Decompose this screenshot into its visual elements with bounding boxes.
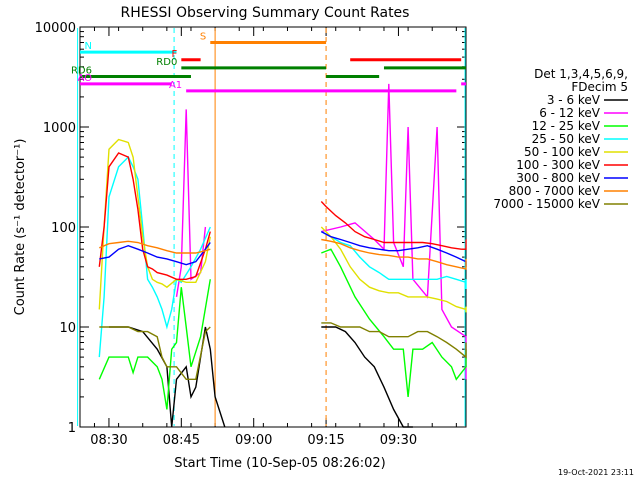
series-line <box>99 326 211 380</box>
series-line <box>99 242 211 266</box>
y-tick-label: 1000 <box>43 121 76 136</box>
series-line <box>320 230 467 289</box>
y-tick-label: 1 <box>68 421 76 436</box>
flag-label: RD0 <box>156 57 177 68</box>
y-tick-label: 10 <box>59 321 76 336</box>
legend-label: 7000 - 15000 keV <box>493 197 600 211</box>
legend-label: 25 - 50 keV <box>532 132 601 146</box>
legend-label: 800 - 7000 keV <box>509 184 601 198</box>
series-line <box>321 248 467 397</box>
x-axis-label: Start Time (10-Sep-05 08:26:02) <box>174 456 385 471</box>
series-line <box>98 152 211 280</box>
render-timestamp: 19-Oct-2021 23:11 <box>558 468 634 477</box>
legend-label: 50 - 100 keV <box>524 145 601 159</box>
series-line <box>98 279 211 410</box>
flag-label: RD6 <box>71 65 92 76</box>
flag-label: S <box>200 31 206 42</box>
flag-label: A1 <box>169 80 182 91</box>
plot-frame <box>79 26 467 428</box>
legend-label: 300 - 800 keV <box>516 171 600 185</box>
series-line <box>321 322 467 359</box>
legend-header-line1: Det 1,3,4,5,6,9, <box>534 67 628 81</box>
series-line <box>99 240 211 254</box>
legend-label: 6 - 12 keV <box>539 106 601 120</box>
x-tick-label: 09:15 <box>307 433 344 448</box>
series-line <box>175 109 207 298</box>
y-tick-label: 100 <box>51 221 76 236</box>
legend-header-line2: FDecim 5 <box>571 80 628 94</box>
series-line <box>320 201 467 250</box>
flag-label: F <box>172 49 178 60</box>
series-line <box>98 138 211 310</box>
series-line <box>321 83 467 380</box>
legend-label: 12 - 25 keV <box>532 119 601 133</box>
series-line <box>321 238 467 270</box>
series-line <box>320 226 467 313</box>
series-line <box>98 155 211 358</box>
y-tick-label: 10000 <box>35 21 76 36</box>
y-axis-label: Count Rate (s⁻¹ detector⁻¹) <box>13 139 28 316</box>
legend-label: 100 - 300 keV <box>516 158 600 172</box>
series-line <box>109 326 226 428</box>
series-line <box>321 326 413 428</box>
legend-label: 3 - 6 keV <box>547 93 601 107</box>
chart-title: RHESSI Observing Summary Count Rates <box>121 5 410 21</box>
x-tick-label: 09:00 <box>235 433 272 448</box>
x-tick-label: 09:30 <box>380 433 417 448</box>
flag-label: N <box>85 41 92 52</box>
x-tick-label: 08:30 <box>90 433 127 448</box>
flag-label: AO <box>77 73 92 84</box>
x-tick-label: 08:45 <box>163 433 200 448</box>
